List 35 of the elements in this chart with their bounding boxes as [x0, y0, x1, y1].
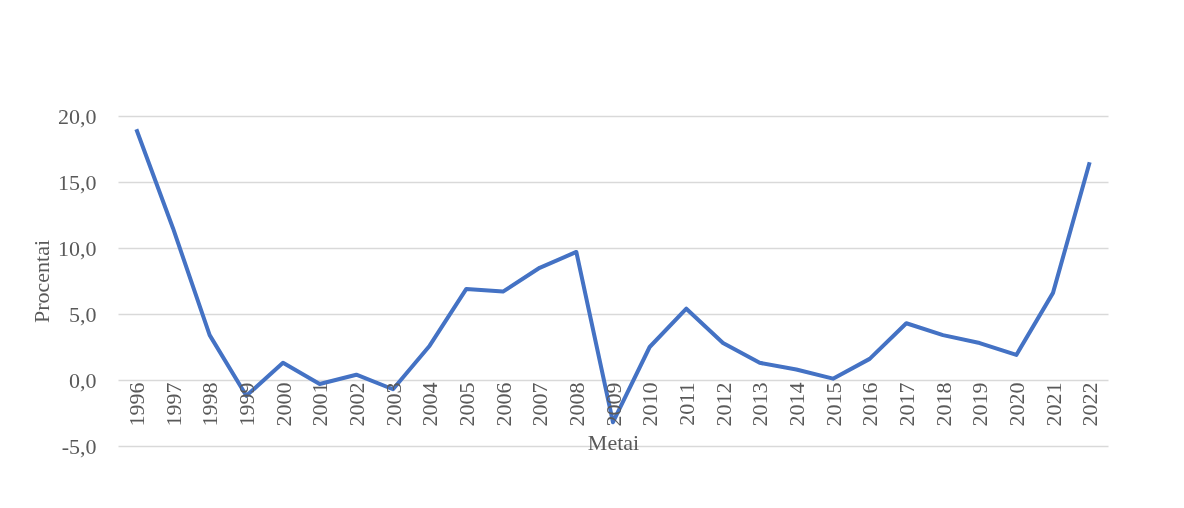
y-tick-label: 0,0	[69, 367, 97, 393]
x-tick-label: 2015	[820, 382, 846, 427]
x-axis-title: Metai	[587, 429, 640, 455]
x-tick-label: 2014	[783, 382, 809, 427]
x-tick-label: 2013	[747, 382, 773, 427]
y-tick-label: -5,0	[61, 433, 97, 459]
x-tick-label: 2022	[1077, 382, 1103, 427]
x-tick-label: 2003	[380, 382, 406, 427]
x-tick-label: 2009	[600, 382, 626, 427]
y-tick-label: 15,0	[58, 169, 97, 195]
x-tick-label: 2005	[453, 382, 479, 427]
x-tick-label: 2002	[343, 382, 369, 427]
x-tick-label: 1996	[123, 382, 149, 427]
x-tick-label: 2019	[967, 382, 993, 427]
x-tick-label: 2018	[930, 382, 956, 427]
x-tick-label: 2011	[673, 382, 699, 426]
x-tick-label: 2020	[1003, 382, 1029, 427]
x-tick-label: 2004	[417, 382, 443, 427]
x-tick-label: 2016	[857, 382, 883, 427]
x-tick-label: 2007	[527, 382, 553, 427]
y-tick-label: 5,0	[69, 301, 97, 327]
x-tick-label: 1997	[160, 382, 186, 427]
x-tick-label: 2008	[563, 382, 589, 427]
x-tick-label: 2010	[637, 382, 663, 427]
y-axis-title: Procentai	[29, 239, 54, 324]
x-tick-label: 1999	[233, 382, 259, 427]
x-tick-label: 2017	[893, 382, 919, 427]
y-tick-label: 10,0	[58, 235, 97, 261]
x-tick-label: 2006	[490, 382, 516, 427]
x-tick-label: 2021	[1040, 382, 1066, 427]
x-tick-label: 2012	[710, 382, 736, 427]
y-tick-label: 20,0	[58, 103, 97, 129]
x-tick-label: 1998	[197, 382, 223, 427]
x-tick-label: 2000	[270, 382, 296, 427]
x-tick-label: 2001	[307, 382, 333, 427]
